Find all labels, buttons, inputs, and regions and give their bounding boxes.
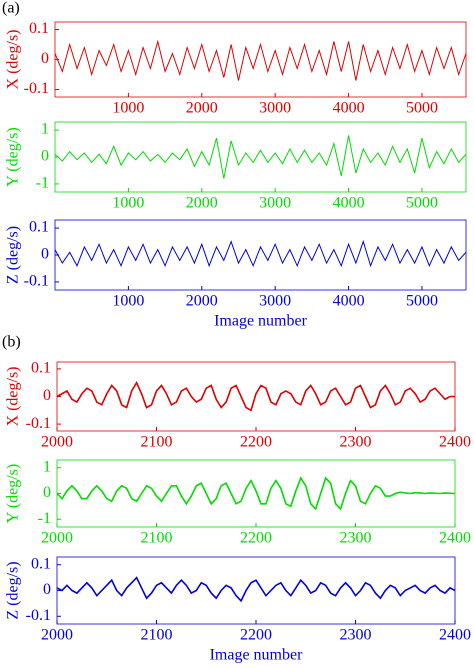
x-tick-label: 2100 — [141, 530, 173, 547]
y-tick-label: -0.1 — [24, 80, 49, 97]
y-axis-label: X (deg/s) — [5, 367, 22, 427]
x-tick-label: 2300 — [340, 530, 372, 547]
x-tick-label: 2400 — [439, 530, 471, 547]
x-tick-label: 4000 — [333, 100, 365, 117]
x-tick-label: 2200 — [240, 627, 272, 644]
y-tick-label: 1 — [41, 121, 49, 138]
signal-line — [56, 476, 456, 511]
signal-line — [54, 39, 467, 81]
x-tick-label: 5000 — [406, 293, 438, 310]
y-axis-label: Y (deg/s) — [5, 464, 22, 523]
x-tick-label: 2100 — [141, 434, 173, 451]
x-tick-label: 3000 — [259, 293, 291, 310]
signal-line — [56, 380, 455, 412]
plot-frame — [54, 121, 467, 193]
signal-line — [56, 576, 456, 603]
x-tick-label: 2400 — [439, 627, 471, 644]
x-tick-label: 1000 — [112, 195, 144, 212]
y-tick-label: 0 — [41, 148, 49, 165]
x-tick-label: 2200 — [240, 530, 272, 547]
y-tick-label: -1 — [36, 175, 49, 192]
y-tick-label: 0 — [41, 246, 49, 263]
x-tick-label: 5000 — [406, 195, 438, 212]
x-tick-label: 2000 — [41, 627, 73, 644]
x-tick-label: 3000 — [259, 195, 291, 212]
x-tick-label: 5000 — [406, 100, 438, 117]
x-tick-label: 2000 — [41, 434, 73, 451]
y-tick-label: -0.1 — [26, 607, 51, 624]
x-tick-label: 1000 — [112, 293, 144, 310]
x-tick-label: 2000 — [186, 195, 218, 212]
x-tick-label: 3000 — [259, 100, 291, 117]
y-tick-label: 0 — [41, 50, 49, 67]
panel-label: (b) — [2, 334, 21, 351]
x-tick-label: 2000 — [41, 530, 73, 547]
x-tick-label: 1000 — [112, 100, 144, 117]
y-tick-label: -0.1 — [24, 273, 49, 290]
plot-frame — [54, 21, 467, 98]
y-tick-label: -1 — [38, 510, 51, 527]
x-tick-label: 2300 — [340, 627, 372, 644]
x-tick-label: 2100 — [141, 627, 173, 644]
y-tick-label: 1 — [43, 458, 51, 475]
y-axis-label: Z (deg/s) — [5, 226, 22, 284]
x-tick-label: 2000 — [186, 293, 218, 310]
panel-label: (a) — [2, 0, 20, 17]
x-tick-label: 2200 — [240, 434, 272, 451]
x-axis-label: Image number — [214, 313, 308, 330]
y-tick-label: 0.1 — [31, 555, 51, 572]
signal-line — [54, 135, 467, 179]
x-tick-label: 2000 — [186, 100, 218, 117]
x-tick-label: 2300 — [340, 434, 372, 451]
y-axis-label: X (deg/s) — [5, 30, 22, 90]
y-tick-label: 0.1 — [31, 360, 51, 377]
y-axis-label: Y (deg/s) — [5, 127, 22, 186]
y-tick-label: 0 — [43, 387, 51, 404]
y-tick-label: 0 — [43, 484, 51, 501]
y-tick-label: 0.1 — [29, 20, 49, 37]
x-tick-label: 2400 — [439, 434, 471, 451]
signal-line — [54, 239, 467, 268]
y-axis-label: Z (deg/s) — [5, 561, 22, 619]
y-tick-label: 0 — [43, 581, 51, 598]
x-tick-label: 4000 — [333, 195, 365, 212]
x-axis-label: Image number — [210, 647, 304, 664]
x-tick-label: 4000 — [333, 293, 365, 310]
y-tick-label: -0.1 — [26, 415, 51, 432]
y-tick-label: 0.1 — [29, 219, 49, 236]
